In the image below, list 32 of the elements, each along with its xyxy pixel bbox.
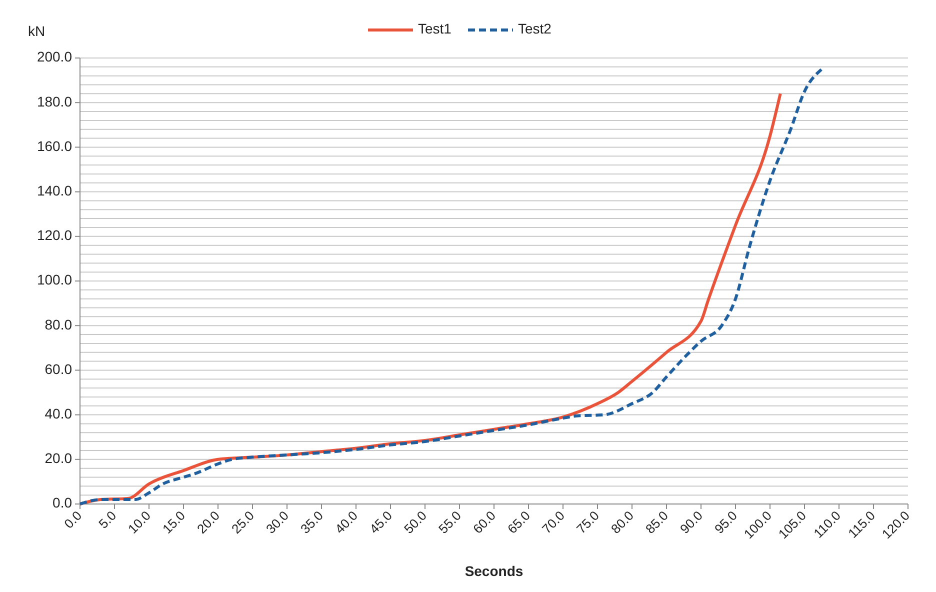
y-tick-label: 120.0: [36, 227, 72, 244]
y-tick-label: 80.0: [44, 316, 72, 332]
x-tick-label: 5.0: [96, 508, 120, 532]
y-tick-label: 200.0: [36, 48, 72, 65]
y-tick-label: 20.0: [44, 450, 72, 466]
x-tick-label: 15.0: [160, 508, 188, 536]
y-tick-label: 0.0: [52, 494, 72, 511]
x-tick-label: 10.0: [125, 508, 154, 536]
x-tick-label: 40.0: [332, 508, 361, 536]
x-tick-label: 45.0: [366, 508, 396, 536]
x-tick-label: 55.0: [436, 508, 464, 536]
y-tick-label: 180.0: [36, 93, 72, 110]
y-tick-label: 160.0: [36, 138, 72, 154]
y-tick-label: 140.0: [36, 182, 72, 199]
x-tick-label: 95.0: [712, 508, 740, 536]
x-tick-label: 70.0: [539, 508, 568, 536]
x-tick-label: 85.0: [642, 508, 672, 536]
y-tick-label: 100.0: [36, 272, 72, 288]
y-tick-label: 40.0: [44, 406, 72, 422]
x-axis-title: Seconds: [464, 563, 524, 579]
y-tick-label: 60.0: [44, 360, 72, 377]
x-tick-label: 75.0: [574, 508, 602, 536]
x-tick-label: 60.0: [470, 508, 499, 536]
x-tick-label: 30.0: [263, 508, 292, 536]
x-tick-label: 90.0: [677, 508, 706, 536]
y-axis-title: kN: [28, 23, 46, 39]
x-tick-label: 50.0: [401, 508, 430, 536]
legend-label: Test2: [518, 20, 552, 37]
x-tick-label: 35.0: [298, 508, 326, 536]
legend-label: Test1: [418, 20, 452, 37]
x-tick-label: 80.0: [608, 508, 637, 536]
x-tick-label: 65.0: [504, 508, 534, 536]
